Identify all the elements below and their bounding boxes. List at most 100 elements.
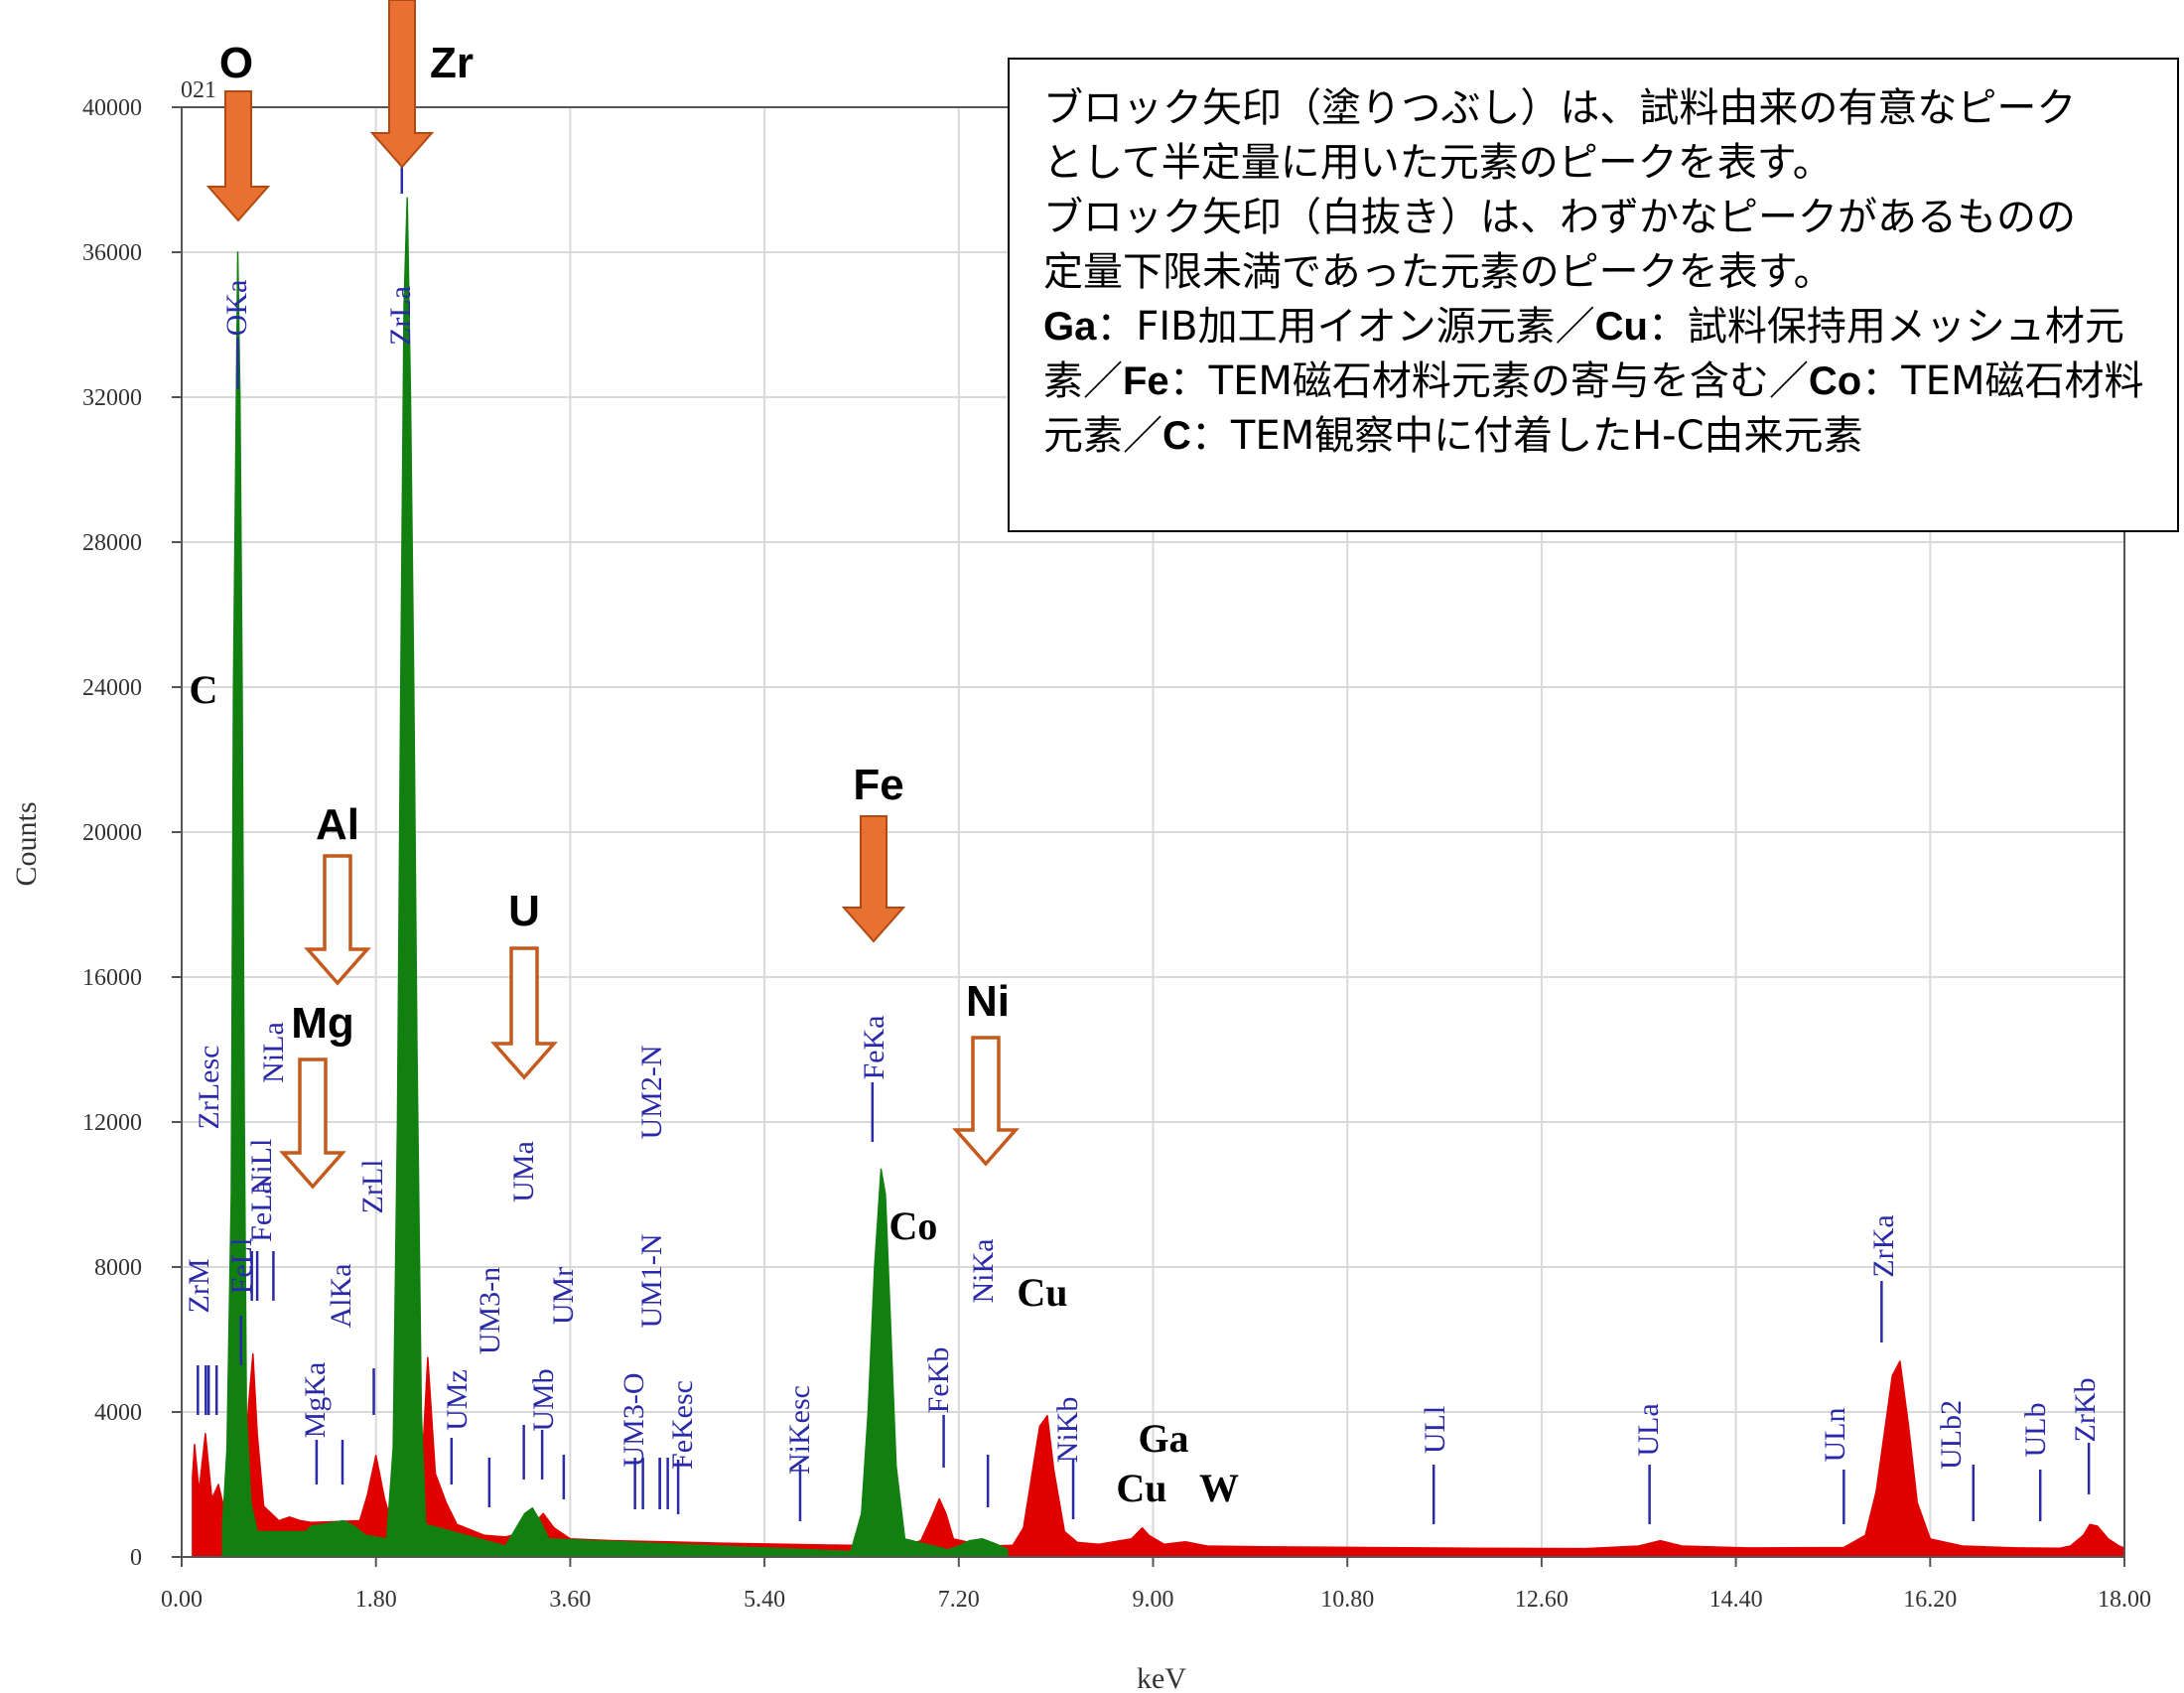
x-axis-title: keV xyxy=(1137,1662,1186,1693)
y-tick-label: 20000 xyxy=(82,820,142,846)
tick-labels: 0.00 1.80 3.60 5.40 7.20 9.00 10.80 12.60 14.40 1… xyxy=(82,95,2151,1613)
element-label-co: Co xyxy=(889,1203,938,1248)
spectrum-area-green xyxy=(221,197,1009,1558)
peak-label-fekb: FeKb xyxy=(922,1347,955,1414)
x-tick-label: 5.40 xyxy=(744,1587,785,1613)
peak-label-oka: OKa xyxy=(220,280,253,337)
peak-label-fekesc: FeKesc xyxy=(666,1380,699,1470)
peak-label-nill: NiLl xyxy=(245,1139,278,1196)
y-axis-title: Counts xyxy=(10,801,43,886)
arrow-filled-zr xyxy=(369,0,435,169)
element-label-u: U xyxy=(508,887,540,935)
element-label-w: W xyxy=(1199,1466,1239,1510)
legend-fe-text: ：TEM磁石材料元素の寄与を含む／ xyxy=(1168,358,1809,404)
legend-box: ブロック矢印（塗りつぶし）は、試料由来の有意なピーク として半定量に用いた元素の… xyxy=(1008,58,2179,532)
element-label-c: C xyxy=(190,667,218,712)
peak-label-alka: AlKa xyxy=(325,1264,357,1329)
x-tick-label: 0.00 xyxy=(161,1587,203,1613)
legend-line: ブロック矢印（白抜き）は、わずかなピークがあるものの xyxy=(1043,195,2076,240)
legend-co-text: ：TEM磁石材料元素／ xyxy=(1043,358,2144,459)
y-tick-label: 8000 xyxy=(94,1255,142,1281)
y-tick-label: 28000 xyxy=(82,530,142,556)
element-label-ni: Ni xyxy=(966,977,1010,1026)
y-tick-label: 16000 xyxy=(82,965,142,991)
y-tick-label: 32000 xyxy=(82,385,142,411)
legend-line: として半定量に用いた元素のピークを表す。 xyxy=(1043,140,1833,186)
x-tick-label: 1.80 xyxy=(355,1587,397,1613)
x-tick-label: 14.40 xyxy=(1709,1587,1763,1613)
peak-label-nikb: NiKb xyxy=(1051,1397,1084,1464)
peak-label-zrka: ZrKa xyxy=(1867,1214,1900,1277)
peak-label-feka: FeKa xyxy=(858,1016,890,1080)
x-tick-label: 9.00 xyxy=(1133,1587,1174,1613)
peak-label-um2-n: UM2-N xyxy=(635,1046,668,1140)
peak-label-umr: UMr xyxy=(547,1267,580,1325)
peak-label-zrlesc: ZrLesc xyxy=(193,1046,225,1130)
legend-cu-text: ：試料保持用メッシュ材元素／ xyxy=(1043,304,2124,404)
legend-line: ブロック矢印（塗りつぶし）は、試料由来の有意なピーク xyxy=(1043,85,2077,131)
peak-label-zrkb: ZrKb xyxy=(2069,1378,2102,1443)
element-label-al: Al xyxy=(316,800,359,849)
peak-label-um3-o: UM3-O xyxy=(617,1373,650,1468)
spectrum-series xyxy=(192,197,2125,1558)
arrow-filled-o xyxy=(205,90,271,222)
y-tick-label: 36000 xyxy=(82,240,142,266)
peak-label-umz: UMz xyxy=(441,1369,474,1431)
y-tick-label: 12000 xyxy=(82,1110,142,1136)
x-tick-label: 3.60 xyxy=(549,1587,591,1613)
spectrum-area-red xyxy=(192,1352,2125,1558)
legend-element-notes: Ga：FIB加工用イオン源元素／Cu：試料保持用メッシュ材元素／Fe：TEM磁石… xyxy=(1043,300,2147,464)
y-tick-label: 40000 xyxy=(82,95,142,121)
x-tick-label: 7.20 xyxy=(938,1587,980,1613)
x-tick-label: 10.80 xyxy=(1320,1587,1374,1613)
y-tick-label: 0 xyxy=(130,1545,142,1571)
peak-label-um1-n: UM1-N xyxy=(635,1234,668,1329)
peak-label-um3-n: UM3-n xyxy=(474,1267,506,1354)
arrow-hollow-u xyxy=(490,946,558,1080)
corner-label: 021 xyxy=(181,77,216,103)
peak-label-nikesc: NiKesc xyxy=(783,1385,816,1475)
peak-label-zrla: ZrLa xyxy=(384,286,417,346)
peak-label-mgka: MgKa xyxy=(299,1362,332,1439)
element-label-cu: Cu xyxy=(1116,1466,1166,1510)
peak-label-uln: ULn xyxy=(1819,1408,1851,1463)
arrow-hollow-ni xyxy=(952,1036,1020,1167)
peak-label-zrll: ZrLl xyxy=(356,1160,389,1214)
peak-label-ull: ULl xyxy=(1419,1406,1451,1454)
legend-co: Co xyxy=(1808,359,1862,403)
peak-label-ulb2: ULb2 xyxy=(1935,1400,1968,1470)
peak-label-ula: ULa xyxy=(1632,1403,1665,1456)
peak-label-umb: UMb xyxy=(527,1368,560,1431)
y-tick-label: 4000 xyxy=(94,1400,142,1426)
element-labels: O Zr C Al Mg U Fe Ni Co Cu Ga Cu W xyxy=(190,39,1239,1510)
peak-label-nila: NiLa xyxy=(257,1022,290,1083)
legend-ga: Ga xyxy=(1043,305,1097,349)
element-label-zr: Zr xyxy=(430,39,474,87)
x-tick-label: 12.60 xyxy=(1515,1587,1569,1613)
legend-fe: Fe xyxy=(1123,359,1169,403)
x-tick-label: 16.20 xyxy=(1903,1587,1957,1613)
peak-label-fela: FeLa xyxy=(245,1181,278,1242)
legend-cu: Cu xyxy=(1594,305,1648,349)
legend-c-text: ：TEM観察中に付着したH-C由来元素 xyxy=(1190,413,1863,459)
element-arrows xyxy=(205,0,1020,1190)
y-tick-label: 24000 xyxy=(82,675,142,701)
peak-label-uma: UMa xyxy=(507,1141,540,1202)
peak-label-nika: NiKa xyxy=(967,1239,1000,1304)
element-label-ga: Ga xyxy=(1138,1416,1188,1461)
element-label-cu: Cu xyxy=(1017,1270,1067,1315)
peak-label-fell: FeLl xyxy=(225,1238,258,1295)
legend-line: 定量下限未満であった元素のピークを表す。 xyxy=(1043,249,1834,295)
x-tick-label: 18.00 xyxy=(2098,1587,2151,1613)
arrow-hollow-mg xyxy=(279,1058,346,1190)
legend-c: C xyxy=(1162,414,1191,458)
arrow-filled-fe xyxy=(841,815,906,943)
peak-label-zrm: ZrM xyxy=(183,1259,215,1314)
element-label-fe: Fe xyxy=(853,761,903,809)
arrow-hollow-al xyxy=(304,854,371,986)
element-label-o: O xyxy=(219,39,253,87)
legend-ga-text: ：FIB加工用イオン源元素／ xyxy=(1096,304,1595,350)
peak-label-ulb: ULb xyxy=(2019,1403,2052,1458)
